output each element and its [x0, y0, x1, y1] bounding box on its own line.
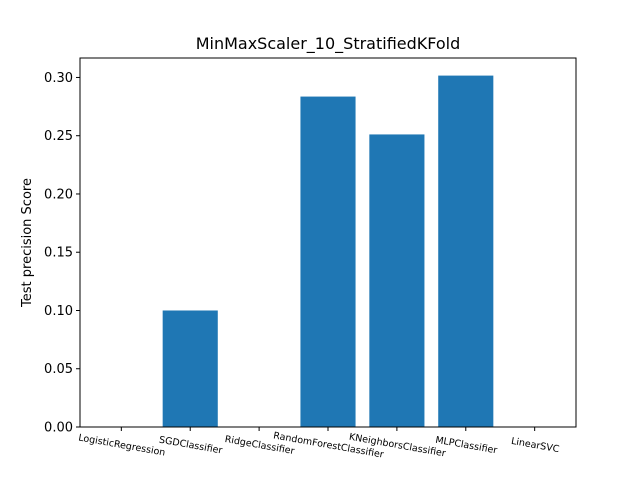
y-axis-label: Test precision Score [20, 178, 35, 308]
y-ticks-group: 0.00 0.05 0.10 0.15 0.20 0.25 0.30 [44, 71, 80, 436]
bar-kneighborsclassifier [369, 134, 425, 427]
x-tick-label: SGDClassifier [158, 435, 223, 457]
y-tick-label: 0.00 [44, 421, 73, 436]
y-tick-label: 0.20 [44, 187, 73, 202]
y-tick-label: 0.25 [44, 129, 73, 144]
y-tick-label: 0.10 [44, 304, 73, 319]
bar-randomforestclassifier [300, 96, 356, 427]
y-tick-label: 0.05 [44, 362, 73, 377]
bar-sgdclassifier [162, 310, 218, 427]
x-tick-label: LogisticRegression [77, 432, 166, 458]
bar-mlpclassifier [438, 75, 494, 427]
x-tick-label: LinearSVC [510, 436, 560, 455]
plot-frame [79, 57, 577, 428]
bars-group [162, 75, 494, 427]
y-tick-label: 0.15 [44, 246, 73, 261]
chart-title: MinMaxScaler_10_StratifiedKFold [196, 34, 461, 54]
y-tick-label: 0.30 [44, 71, 73, 86]
